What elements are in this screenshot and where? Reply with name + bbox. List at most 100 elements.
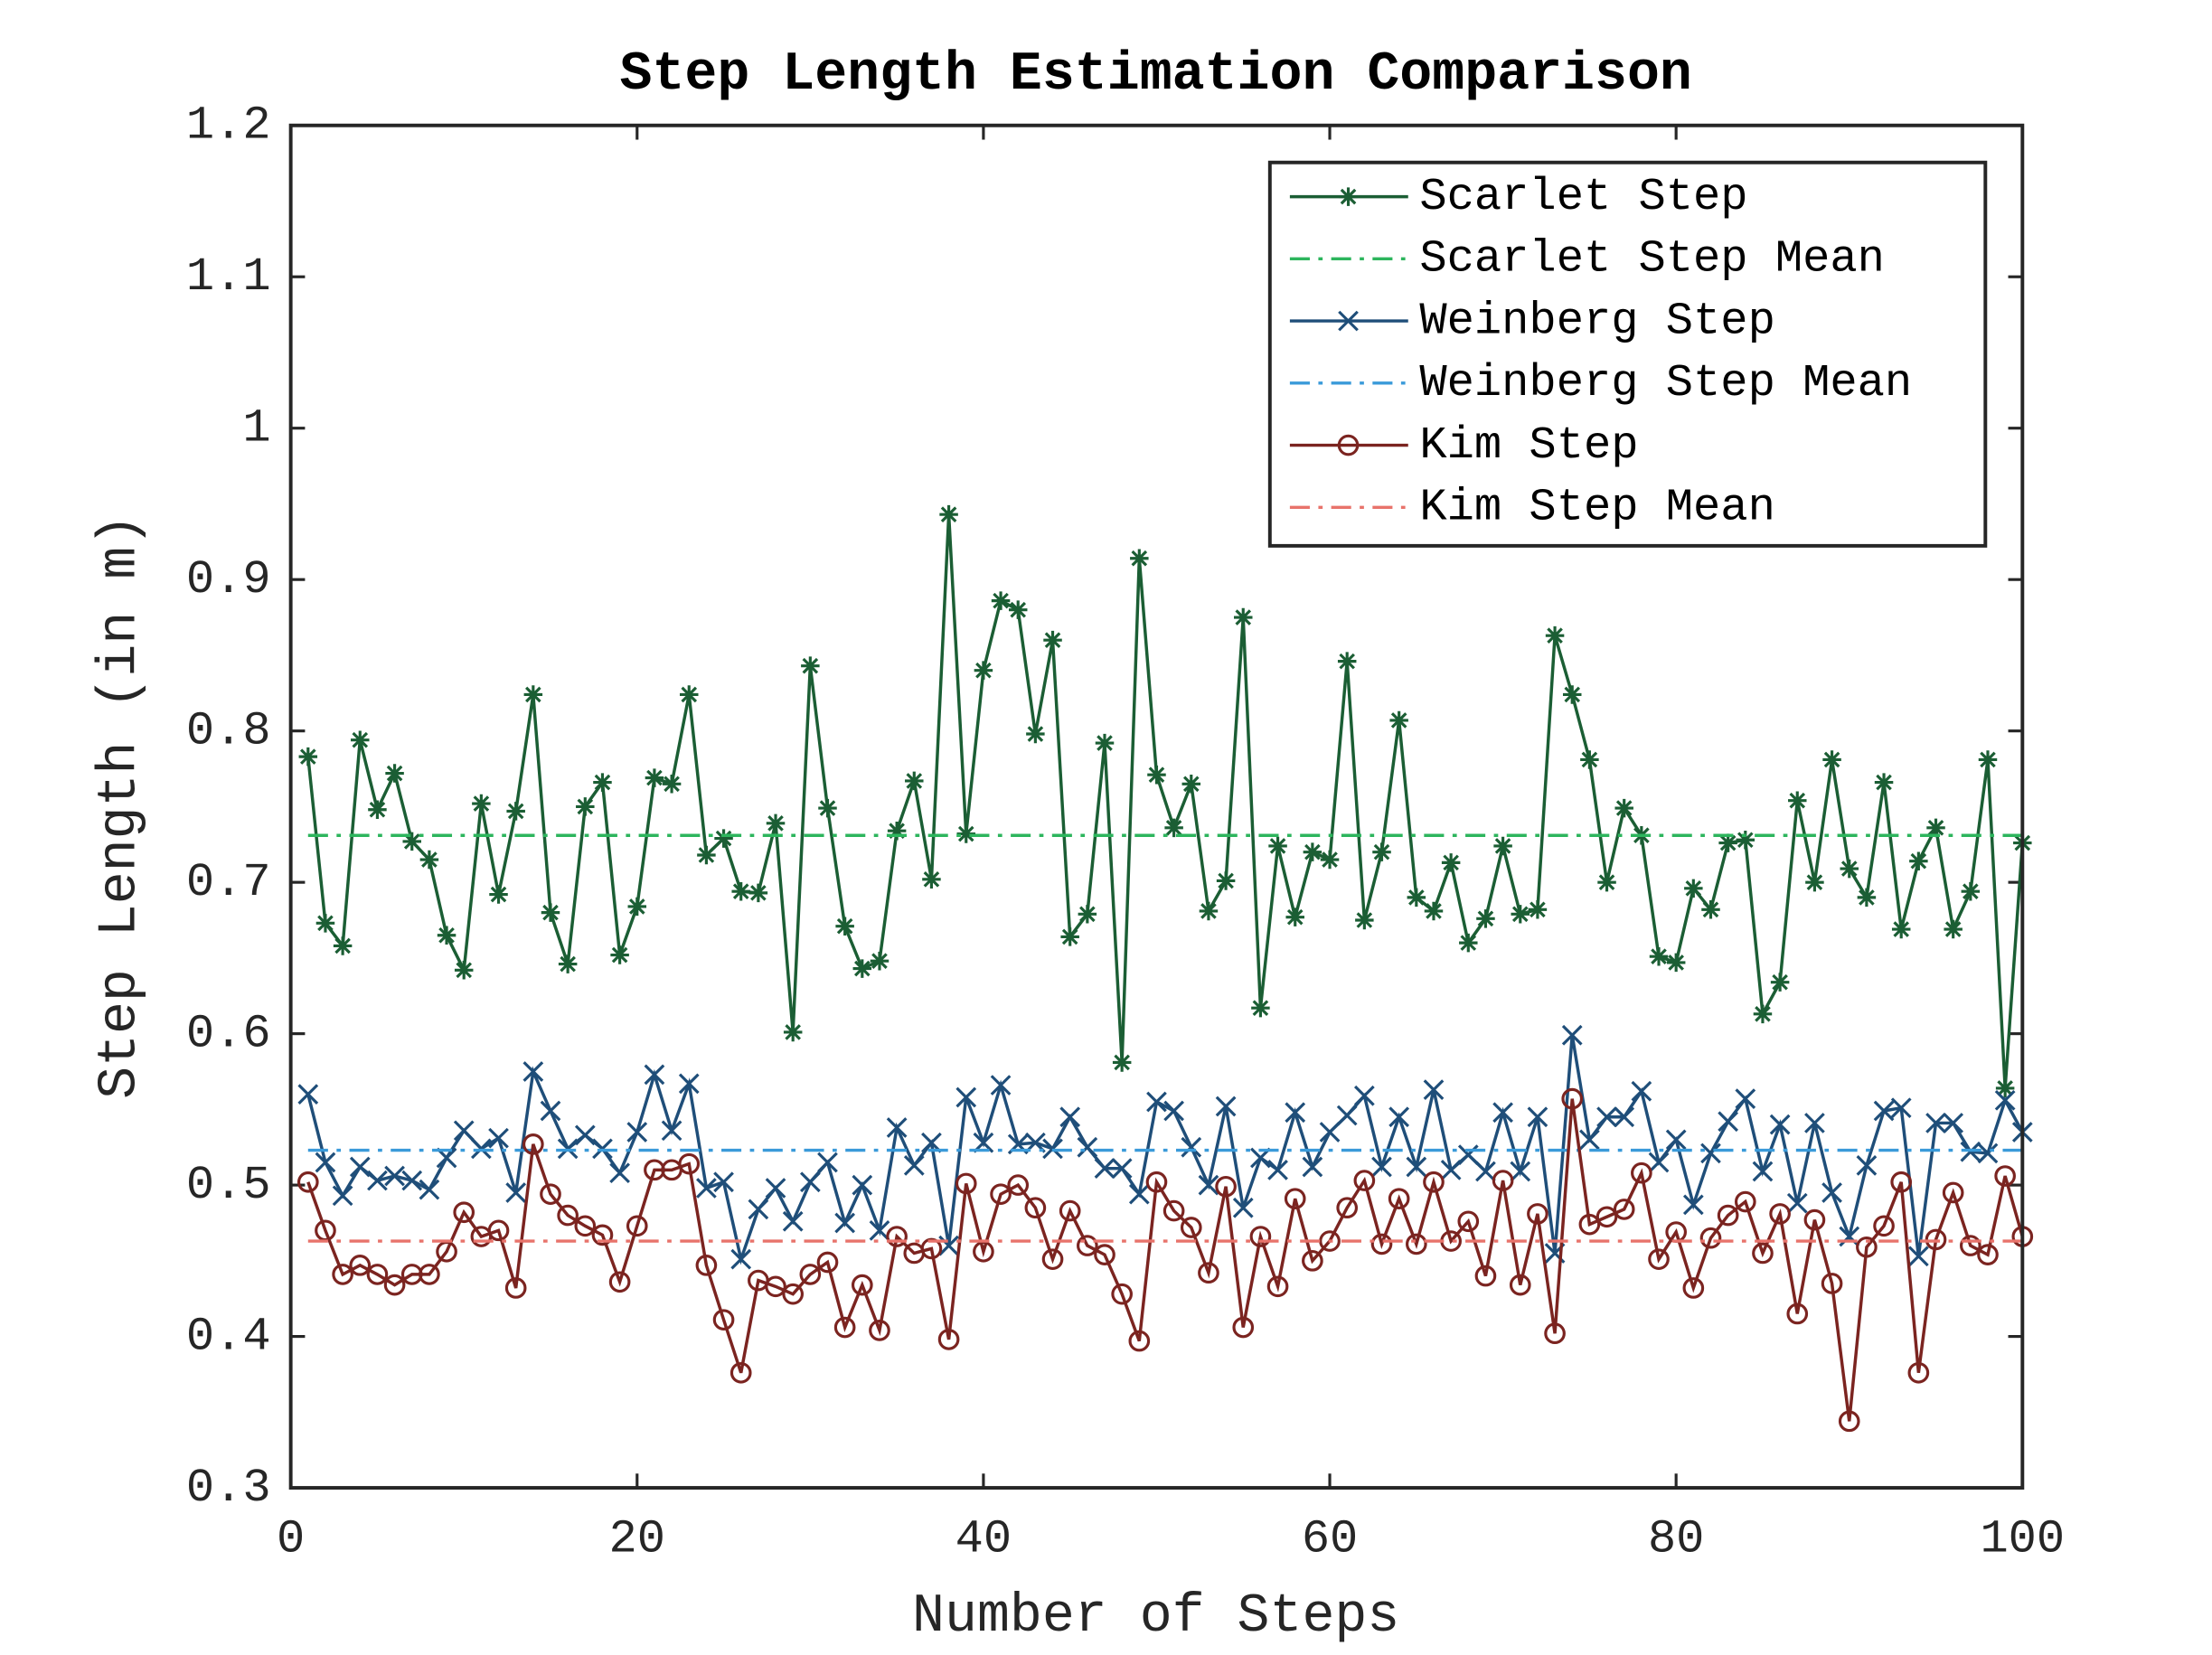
legend-label: Kim Step Mean bbox=[1419, 483, 1774, 534]
y-tick-label: 1.1 bbox=[186, 250, 271, 304]
data-point bbox=[835, 917, 854, 936]
data-point bbox=[298, 747, 318, 766]
data-point bbox=[1821, 1273, 1843, 1294]
chart-title: Step Length Estimation Comparison bbox=[620, 43, 1692, 105]
data-point bbox=[903, 1154, 925, 1176]
data-point bbox=[799, 1264, 822, 1285]
data-point bbox=[453, 1120, 475, 1142]
legend-marker bbox=[1338, 310, 1359, 332]
data-point bbox=[1821, 1182, 1842, 1203]
data-point bbox=[505, 1182, 527, 1203]
data-point bbox=[315, 914, 335, 933]
data-point bbox=[1579, 1129, 1600, 1151]
data-point bbox=[1094, 1244, 1115, 1265]
data-point bbox=[1007, 1174, 1030, 1196]
data-point bbox=[1803, 1208, 1826, 1231]
data-point bbox=[1059, 1199, 1081, 1222]
data-point bbox=[1684, 879, 1703, 898]
data-point bbox=[1111, 1283, 1133, 1305]
data-point bbox=[1682, 1277, 1705, 1299]
data-point bbox=[955, 1172, 977, 1195]
data-point bbox=[540, 1100, 561, 1122]
data-point bbox=[593, 773, 612, 792]
data-point bbox=[608, 1271, 631, 1293]
y-tick-label: 1.2 bbox=[186, 99, 271, 153]
data-point bbox=[801, 656, 820, 675]
x-tick-label: 0 bbox=[277, 1513, 305, 1566]
y-tick-label: 0.8 bbox=[186, 704, 271, 757]
data-point bbox=[1457, 1210, 1480, 1233]
data-point bbox=[401, 1170, 423, 1191]
data-point bbox=[1267, 1159, 1288, 1180]
data-point bbox=[1769, 1203, 1791, 1225]
data-point bbox=[1320, 850, 1340, 870]
data-point bbox=[695, 1255, 718, 1276]
data-point bbox=[1682, 1194, 1704, 1216]
data-point bbox=[1198, 1262, 1219, 1284]
data-point bbox=[955, 1086, 977, 1108]
y-tick-label: 0.3 bbox=[186, 1462, 271, 1515]
data-point bbox=[1215, 1175, 1237, 1198]
data-point bbox=[1701, 900, 1720, 919]
data-point bbox=[1994, 1089, 2016, 1111]
data-point bbox=[1613, 1199, 1635, 1220]
data-point bbox=[453, 1201, 475, 1224]
data-point bbox=[419, 850, 439, 870]
data-point bbox=[886, 1117, 908, 1138]
data-point bbox=[956, 824, 975, 843]
data-point bbox=[1822, 750, 1841, 769]
data-point bbox=[1736, 830, 1755, 850]
data-point bbox=[1752, 1161, 1774, 1182]
data-point bbox=[1078, 905, 1097, 924]
data-point bbox=[991, 591, 1011, 610]
data-point bbox=[1614, 798, 1633, 818]
data-point bbox=[332, 1185, 353, 1207]
data-point bbox=[385, 764, 404, 783]
data-point bbox=[1527, 1203, 1548, 1225]
data-point bbox=[384, 1165, 405, 1187]
data-point bbox=[1459, 933, 1478, 953]
data-point bbox=[383, 1274, 406, 1296]
data-point bbox=[1268, 836, 1287, 856]
data-point bbox=[1578, 1213, 1601, 1236]
data-point bbox=[1094, 1158, 1115, 1180]
data-point bbox=[1128, 1183, 1150, 1205]
data-point bbox=[349, 1255, 372, 1276]
data-point bbox=[817, 1152, 838, 1173]
data-point bbox=[541, 903, 560, 922]
legend-marker bbox=[1339, 187, 1358, 206]
data-point bbox=[626, 1122, 648, 1143]
data-point bbox=[472, 794, 491, 813]
data-point bbox=[662, 775, 682, 794]
data-point bbox=[487, 1219, 510, 1242]
data-point bbox=[1095, 733, 1115, 753]
data-point bbox=[920, 1237, 943, 1260]
data-point bbox=[1857, 888, 1877, 907]
data-point bbox=[1146, 1091, 1167, 1113]
data-point bbox=[1060, 927, 1079, 946]
data-point bbox=[1232, 1316, 1255, 1339]
data-point bbox=[713, 1171, 734, 1193]
data-point bbox=[766, 813, 786, 833]
data-point bbox=[799, 1171, 821, 1193]
data-point bbox=[1043, 630, 1062, 650]
data-point bbox=[1995, 1078, 2015, 1098]
data-point bbox=[1926, 818, 1945, 838]
y-tick-label: 0.7 bbox=[186, 856, 271, 909]
data-point bbox=[1596, 1106, 1617, 1128]
data-point bbox=[1319, 1122, 1341, 1143]
data-point bbox=[1266, 1275, 1289, 1298]
data-point bbox=[1249, 1226, 1272, 1247]
data-point bbox=[591, 1224, 614, 1246]
data-point bbox=[1960, 1235, 1981, 1256]
data-point bbox=[1493, 836, 1512, 856]
data-point bbox=[1907, 1246, 1929, 1267]
data-point bbox=[765, 1275, 786, 1298]
data-point bbox=[678, 1152, 701, 1175]
data-point bbox=[1840, 859, 1859, 879]
data-point bbox=[1355, 910, 1374, 930]
data-point bbox=[1873, 1100, 1895, 1122]
data-point bbox=[1666, 953, 1686, 973]
data-point bbox=[1130, 549, 1149, 568]
data-point bbox=[1215, 1095, 1237, 1117]
